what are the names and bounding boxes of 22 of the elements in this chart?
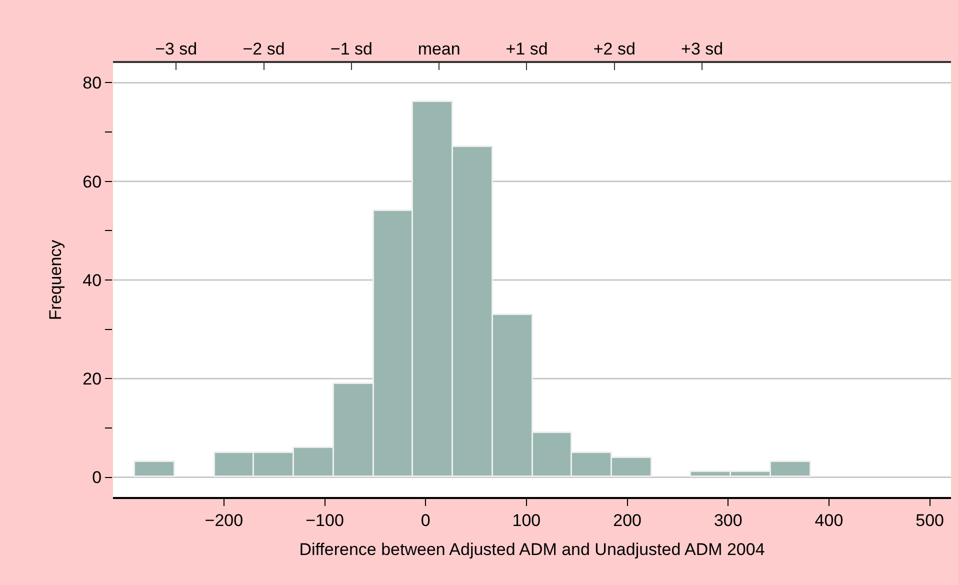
x-tick-label: 200 <box>613 511 642 530</box>
x-tick-label: 300 <box>714 511 742 530</box>
x2-tick-label: −2 sd <box>242 39 285 58</box>
x-axis-title: Difference between Adjusted ADM and Unadjusted ADM 2004 <box>299 540 765 560</box>
x2-tick-label: +3 sd <box>681 39 724 58</box>
x2-tick-label: mean <box>418 39 460 58</box>
x-tick-label: 100 <box>512 511 541 530</box>
y-tick-label: 40 <box>82 270 102 290</box>
x-tick-label: 400 <box>814 511 844 530</box>
y-tick-label: 80 <box>82 74 102 93</box>
y-tick-label: 60 <box>82 172 102 192</box>
x2-tick-label: −1 sd <box>330 39 372 58</box>
x2-tick-label: +1 sd <box>506 39 548 58</box>
x-tick-label: 500 <box>916 511 944 530</box>
y-tick-label: 0 <box>92 468 102 488</box>
x2-tick-label: +2 sd <box>593 39 636 58</box>
x-tick-label: −200 <box>204 511 244 530</box>
x2-tick-label: −3 sd <box>155 39 198 58</box>
x-tick-label: −100 <box>306 511 344 530</box>
x-tick-label: 0 <box>420 511 430 530</box>
y-axis-title: Frequency <box>46 239 66 320</box>
y-tick-label: 20 <box>82 370 102 389</box>
